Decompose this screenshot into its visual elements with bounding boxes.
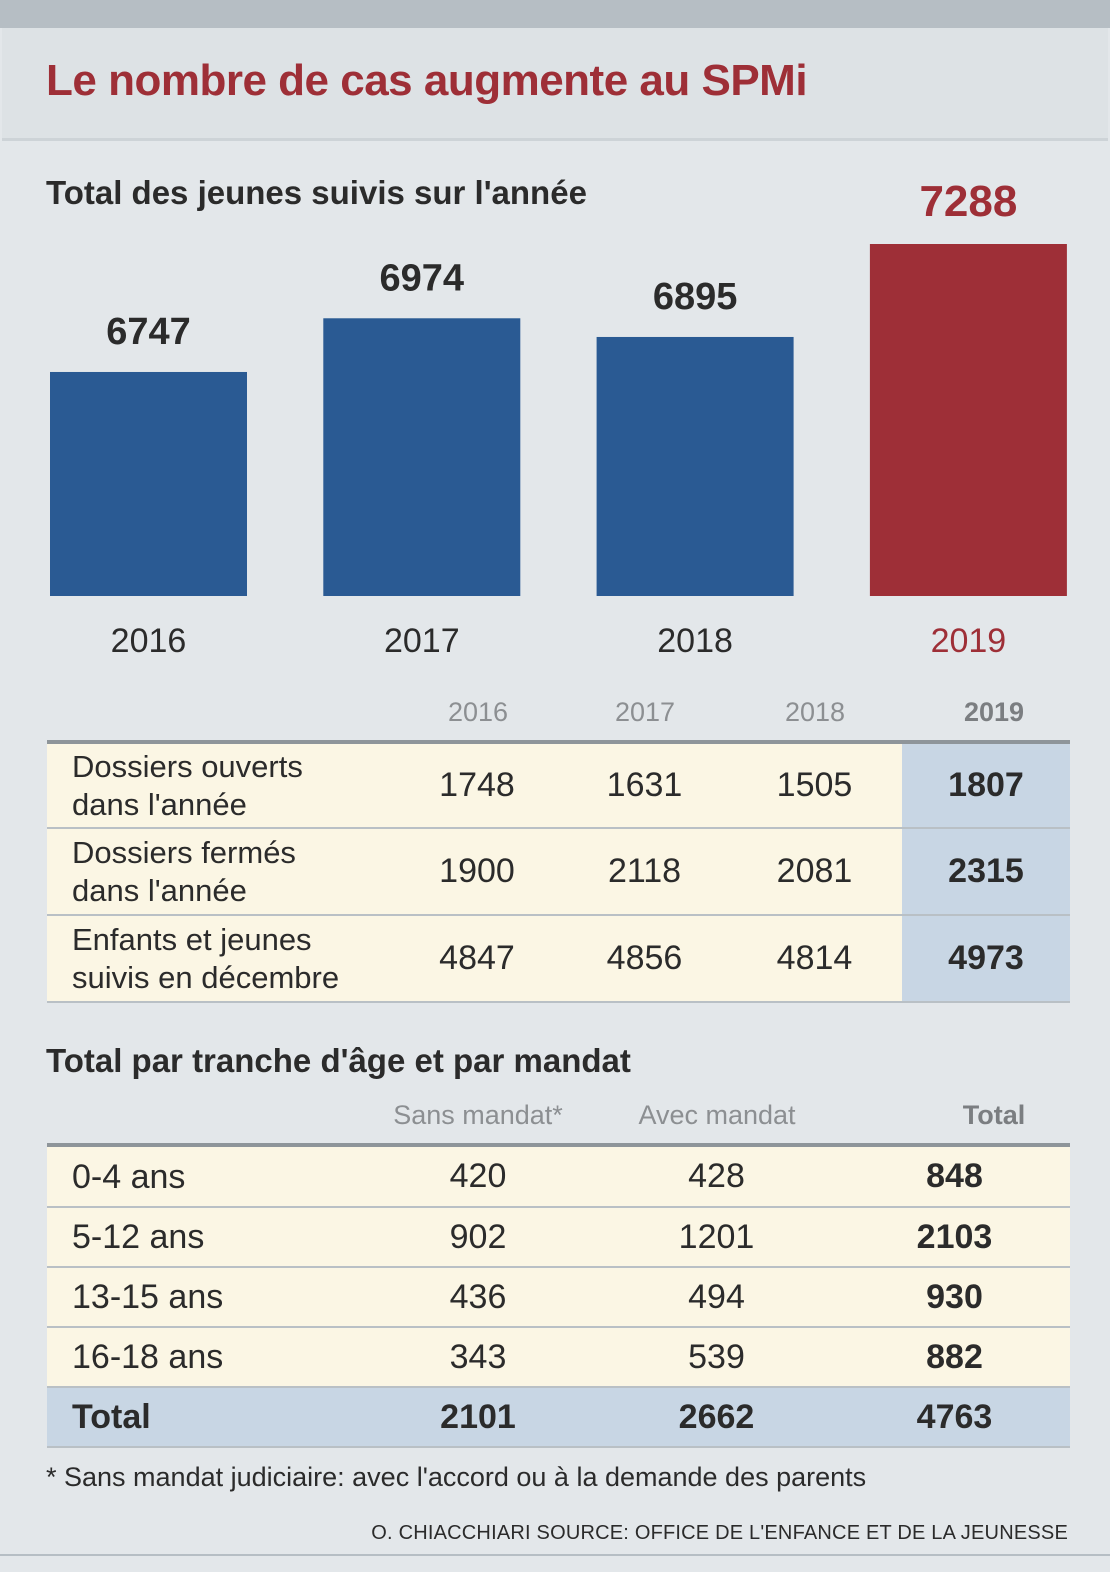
col-head-2019: 2019 — [963, 697, 1025, 727]
cell: 902 — [362, 1207, 594, 1268]
value-label-2018: 6895 — [653, 276, 738, 318]
cell: 1900 — [392, 828, 562, 916]
table-row: 16-18 ans 343 539 882 — [47, 1327, 1070, 1388]
cell: 494 — [594, 1267, 839, 1328]
col-head-avec-mandat: Avec mandat — [638, 1100, 796, 1130]
category-label-2018: 2018 — [657, 622, 733, 660]
bar-chart: 6747 2016 6974 2017 6895 2018 7288 2019 — [50, 177, 1067, 660]
row-label: 13-15 ans — [47, 1267, 362, 1328]
main-title: Le nombre de cas augmente au SPMi — [46, 56, 808, 105]
cell: 343 — [362, 1327, 594, 1388]
cell: 1505 — [727, 740, 902, 829]
bar-2016 — [50, 371, 247, 596]
age-table: 0-4 ans 420 428 848 5-12 ans 902 1201 21… — [47, 1143, 1070, 1448]
value-label-2016: 6747 — [106, 311, 191, 353]
table-row: 5-12 ans 902 1201 2103 — [47, 1207, 1070, 1268]
col-head-2016: 2016 — [447, 697, 509, 727]
table-row: Enfants et jeunes suivis en décembre 4847… — [47, 915, 1070, 1003]
cell-total: 2101 — [362, 1387, 594, 1448]
col-head-total: Total — [962, 1100, 1026, 1130]
cell: 1631 — [562, 740, 727, 829]
dossiers-table: Dossiers ouverts dans l'année 1748 1631 1… — [47, 740, 1070, 1003]
bottom-line — [0, 1554, 1110, 1556]
title-band — [2, 28, 1108, 141]
chart-title: Total des jeunes suivis sur l'année — [46, 174, 587, 211]
cell-total: 2103 — [839, 1207, 1070, 1268]
cell-total: 930 — [839, 1267, 1070, 1328]
col-head-2017: 2017 — [614, 697, 676, 727]
col-head-sans-mandat: Sans mandat* — [393, 1100, 563, 1130]
cell-highlight: 4973 — [902, 915, 1070, 1003]
cell-total: 882 — [839, 1327, 1070, 1388]
row-label: Total — [47, 1387, 362, 1448]
table-row: 13-15 ans 436 494 930 — [47, 1267, 1070, 1328]
value-label-2019: 7288 — [919, 177, 1017, 226]
bar-2018 — [596, 336, 794, 596]
cell: 539 — [594, 1327, 839, 1388]
table-row: Dossiers ouverts dans l'année 1748 1631 1… — [47, 740, 1070, 829]
bar-2017 — [323, 318, 521, 596]
row-label: Dossiers ouverts dans l'année — [47, 740, 392, 829]
category-label-2017: 2017 — [384, 622, 460, 660]
table-row: Dossiers fermés dans l'année 1900 2118 20… — [47, 828, 1070, 916]
footnote: * Sans mandat judiciaire: avec l'accord … — [46, 1462, 867, 1492]
cell: 1201 — [594, 1207, 839, 1268]
top-bar — [0, 0, 1110, 28]
row-label: Enfants et jeunes suivis en décembre — [47, 915, 392, 1003]
cell: 4856 — [562, 915, 727, 1003]
cell: 436 — [362, 1267, 594, 1328]
cell: 2081 — [727, 828, 902, 916]
cell: 1748 — [392, 740, 562, 829]
value-label-2017: 6974 — [380, 257, 465, 299]
cell: 420 — [362, 1143, 594, 1208]
total-row: Total 2101 2662 4763 — [47, 1387, 1070, 1448]
cell-highlight: 2315 — [902, 828, 1070, 916]
category-label-2019: 2019 — [931, 622, 1007, 660]
col-head-2018: 2018 — [784, 697, 846, 727]
cell: 4814 — [727, 915, 902, 1003]
cell-total: 4763 — [839, 1387, 1070, 1448]
category-label-2016: 2016 — [111, 622, 187, 660]
cell: 428 — [594, 1143, 839, 1208]
cell-total: 848 — [839, 1143, 1070, 1208]
row-label: 0-4 ans — [47, 1143, 362, 1208]
table-row: 0-4 ans 420 428 848 — [47, 1143, 1070, 1208]
cell-highlight: 1807 — [902, 740, 1070, 829]
age-section-title: Total par tranche d'âge et par mandat — [46, 1042, 631, 1079]
cell: 2118 — [562, 828, 727, 916]
row-label: 5-12 ans — [47, 1207, 362, 1268]
bar-2019 — [869, 244, 1067, 596]
cell-total: 2662 — [594, 1387, 839, 1448]
cell: 4847 — [392, 915, 562, 1003]
credit-line: O. CHIACCHIARI SOURCE: OFFICE DE L'ENFAN… — [371, 1522, 1068, 1544]
row-label: 16-18 ans — [47, 1327, 362, 1388]
row-label: Dossiers fermés dans l'année — [47, 828, 392, 916]
